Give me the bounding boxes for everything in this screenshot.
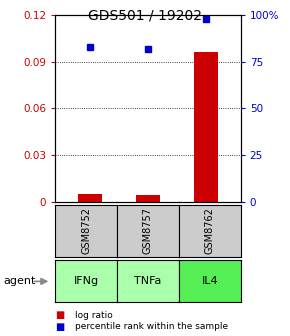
Text: log ratio: log ratio xyxy=(75,311,113,320)
Text: agent: agent xyxy=(3,277,35,286)
Text: GDS501 / 19202: GDS501 / 19202 xyxy=(88,8,202,23)
Text: TNFa: TNFa xyxy=(134,277,162,286)
Bar xyxy=(78,194,102,202)
Bar xyxy=(194,52,218,202)
Text: ■: ■ xyxy=(55,310,64,320)
Text: percentile rank within the sample: percentile rank within the sample xyxy=(75,322,229,331)
Text: GSM8752: GSM8752 xyxy=(81,208,91,254)
Text: ■: ■ xyxy=(55,322,64,332)
Bar xyxy=(136,195,160,202)
Text: GSM8757: GSM8757 xyxy=(143,208,153,254)
Text: IFNg: IFNg xyxy=(73,277,99,286)
Text: IL4: IL4 xyxy=(202,277,218,286)
Text: GSM8762: GSM8762 xyxy=(205,208,215,254)
